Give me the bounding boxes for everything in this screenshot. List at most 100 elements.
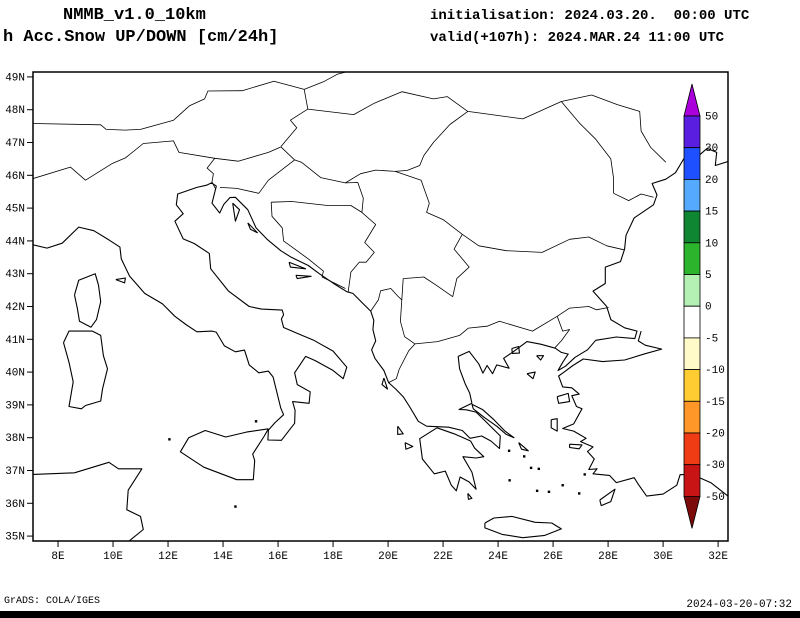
colorbar-level-label: 20 (705, 175, 718, 187)
lat-tick-label: 46N (5, 171, 25, 183)
colorbar-level-label: -10 (705, 365, 725, 377)
lat-tick-label: 47N (5, 138, 25, 150)
lon-tick-label: 32E (708, 551, 728, 563)
colorbar-level-label: 0 (705, 302, 712, 314)
country-border-path (591, 94, 667, 163)
coastline-path (404, 442, 414, 450)
country-border-path (271, 201, 363, 213)
coastline-path (179, 428, 269, 481)
lon-tick-label: 22E (433, 551, 453, 563)
colorbar-segment (683, 147, 701, 180)
country-border-path (556, 306, 609, 317)
country-border-path (462, 233, 625, 253)
coastline-path (115, 277, 126, 284)
colorbar-segment (683, 432, 701, 466)
coastline-path (232, 202, 241, 222)
colorbar-segment (683, 274, 701, 307)
colorbar-segment (683, 242, 701, 275)
lat-tick-label: 35N (5, 532, 25, 544)
colorbar-level-label: -20 (705, 429, 725, 441)
coastline-path (511, 345, 521, 354)
lon-tick-label: 26E (543, 551, 563, 563)
lat-tick-label: 44N (5, 236, 25, 248)
country-border-path (554, 316, 570, 349)
colorbar-level-label: 10 (705, 238, 718, 250)
colorbar-level-label: 5 (705, 270, 712, 282)
coastline-path (526, 371, 536, 380)
country-border-path (452, 234, 470, 297)
coastline-path (467, 493, 473, 500)
coastline-path (33, 182, 348, 441)
lat-tick-label: 41N (5, 335, 25, 347)
country-border-path (280, 111, 469, 184)
island-dot (508, 479, 511, 482)
lat-tick-label: 39N (5, 400, 25, 412)
colorbar-level-label: 50 (705, 112, 718, 124)
country-border-path (347, 212, 377, 292)
coastline-path (558, 330, 728, 497)
lat-tick-label: 48N (5, 105, 25, 117)
map-frame (32, 71, 729, 542)
country-border-path (560, 101, 614, 194)
island-dot (583, 473, 586, 476)
island-dot (254, 420, 258, 423)
lon-tick-label: 28E (598, 551, 618, 563)
coastline-path (73, 273, 102, 328)
island-dot (578, 492, 581, 495)
coastline-path (211, 147, 728, 450)
country-border-path (388, 343, 416, 383)
island-dot (535, 489, 539, 493)
coastline-path (536, 355, 545, 361)
coastline-path (569, 443, 583, 450)
colorbar-segment (683, 305, 701, 339)
lon-tick-label: 30E (653, 551, 673, 563)
coastline-path (599, 488, 616, 507)
coastline-path (471, 403, 515, 439)
model-title: NMMB_v1.0_10km (63, 6, 206, 25)
country-border-path (613, 192, 654, 202)
valid-time-label: valid(+107h): 2024.MAR.24 11:00 UTC (430, 30, 725, 46)
lat-tick-label: 37N (5, 466, 25, 478)
country-border-path (395, 171, 463, 235)
country-border-path (33, 80, 305, 131)
coastline-path (62, 330, 109, 410)
coastline-path (518, 442, 529, 452)
colorbar-arrow-top (683, 83, 701, 117)
lon-tick-label: 24E (488, 551, 508, 563)
coastline-path (550, 418, 558, 432)
coastline-path (556, 392, 571, 404)
island-dot (168, 438, 171, 441)
colorbar-level-label: -15 (705, 397, 725, 409)
colorbar-level-label: -50 (705, 492, 725, 504)
coastline-path (397, 425, 404, 435)
lat-tick-label: 42N (5, 302, 25, 314)
lat-tick-label: 49N (5, 72, 25, 84)
map-layers (33, 72, 728, 541)
coastline-path (381, 377, 389, 390)
bottom-edge-bar (0, 611, 800, 618)
country-border-path (206, 158, 216, 189)
colorbar-segment (683, 115, 701, 149)
coastline-path (419, 427, 485, 492)
country-border-path (370, 288, 403, 312)
lat-tick-label: 40N (5, 368, 25, 380)
island-dot (529, 466, 533, 470)
lon-tick-label: 8E (51, 551, 65, 563)
colorbar-segment (683, 400, 701, 434)
lon-tick-label: 10E (103, 551, 123, 563)
coastline-path (295, 274, 312, 280)
init-time-label: initialisation: 2024.03.20. 00:00 UTC (430, 8, 750, 24)
island-dot (234, 505, 237, 508)
coastline-path (33, 461, 144, 541)
country-border-path (468, 315, 558, 332)
country-border-path (270, 202, 346, 289)
colorbar-level-label: -5 (705, 333, 718, 345)
colorbar-segment (683, 337, 701, 370)
country-border-path (403, 276, 453, 298)
lat-tick-label: 38N (5, 433, 25, 445)
lon-tick-label: 12E (158, 551, 178, 563)
colorbar-segment (683, 369, 701, 402)
